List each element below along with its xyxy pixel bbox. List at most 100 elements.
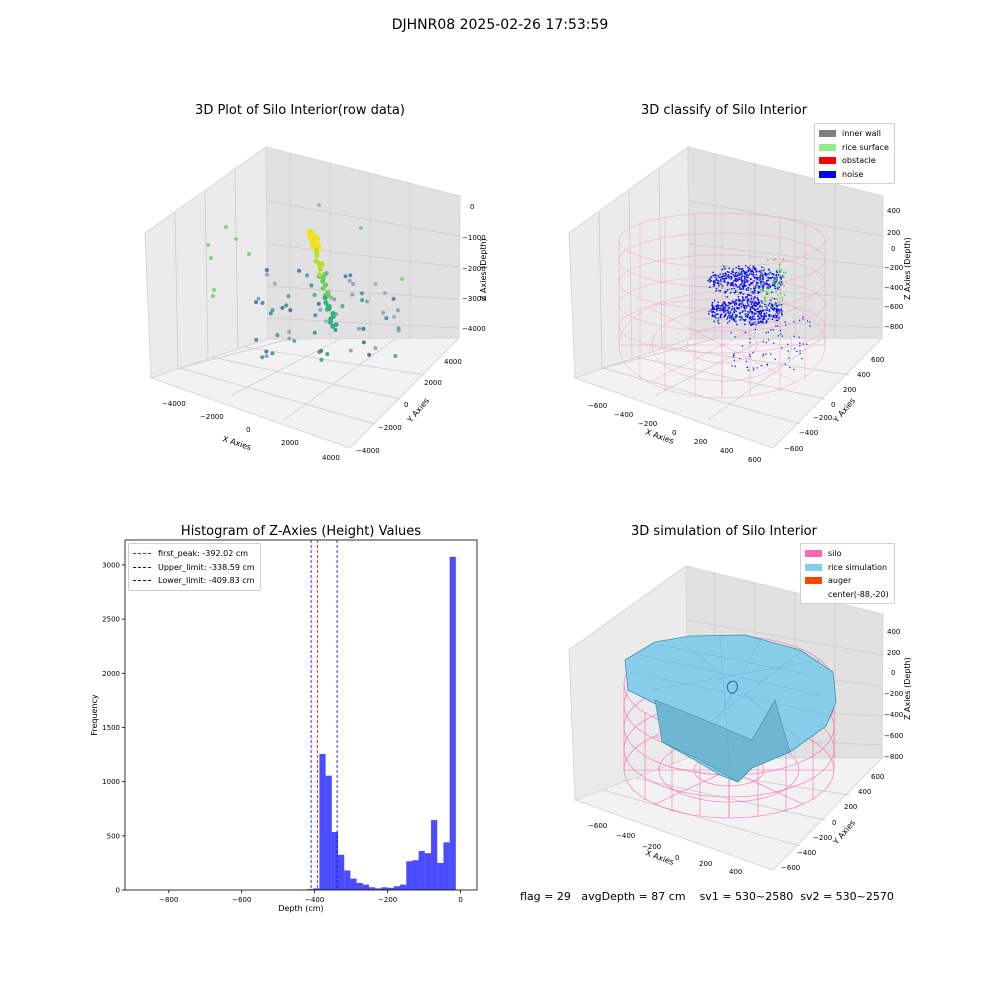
classify-point xyxy=(724,280,726,282)
classify-point xyxy=(766,287,768,289)
raw-point xyxy=(312,293,317,298)
classify-point xyxy=(778,269,781,271)
classify-point xyxy=(757,320,759,323)
raw-point xyxy=(340,304,345,309)
raw-ztick: −1000 xyxy=(462,234,486,242)
classify-point xyxy=(778,316,780,319)
classify-point xyxy=(747,286,749,289)
classify-point xyxy=(743,281,745,283)
classify-point xyxy=(771,318,774,320)
classify-point xyxy=(753,296,755,298)
classify-point xyxy=(745,360,747,363)
classify-point xyxy=(779,284,782,286)
classify-point xyxy=(749,268,752,271)
classify-point xyxy=(765,292,768,295)
classify-point xyxy=(757,291,759,293)
raw-point xyxy=(280,305,285,310)
classify-point xyxy=(721,308,723,310)
classify-point xyxy=(766,363,768,365)
classify-point xyxy=(728,314,730,317)
raw-point xyxy=(359,226,363,230)
classify-point xyxy=(758,317,761,320)
classify-xtick: −600 xyxy=(588,402,607,410)
classify-point xyxy=(730,309,733,311)
classify-point xyxy=(722,273,724,275)
classify-point xyxy=(737,293,739,295)
classify-point xyxy=(709,279,712,281)
classify-point xyxy=(739,288,741,290)
classify-point xyxy=(779,309,782,311)
legend-label: noise xyxy=(842,169,864,179)
classify-point xyxy=(740,306,742,309)
classify-point xyxy=(748,267,750,270)
histogram-ytick-label: 1000 xyxy=(102,778,120,786)
classify-point xyxy=(727,307,730,310)
classify-point xyxy=(754,301,756,304)
histogram-xtick-label: −800 xyxy=(159,896,178,904)
classify-point xyxy=(736,314,738,316)
classify-point xyxy=(766,287,769,289)
classify-point xyxy=(723,316,725,318)
classify-point xyxy=(783,294,786,296)
classify-point xyxy=(736,275,738,277)
classify-point xyxy=(772,305,774,307)
classify-point xyxy=(771,273,773,275)
classify-point xyxy=(779,271,781,273)
classify-point xyxy=(761,316,763,318)
classify-point xyxy=(743,272,746,275)
simulation-floor-pane xyxy=(573,757,884,871)
classify-xtick: 600 xyxy=(748,456,761,464)
classify-xtick: −200 xyxy=(638,420,657,428)
raw-point xyxy=(317,349,322,354)
classify-point xyxy=(727,301,730,304)
classify-point xyxy=(762,285,764,288)
classify-point xyxy=(755,305,757,307)
simulation-xtick: −200 xyxy=(642,843,661,851)
raw-ytick: 4000 xyxy=(444,358,462,366)
classify-point xyxy=(743,285,745,287)
classify-point xyxy=(741,345,744,347)
classify-point xyxy=(747,276,749,279)
classify-point xyxy=(758,287,760,289)
classify-point xyxy=(737,298,740,301)
simulation-ztick: −800 xyxy=(884,753,903,761)
classify-point xyxy=(735,310,737,313)
raw-point xyxy=(317,203,321,207)
classify-point xyxy=(724,303,726,305)
classify-point xyxy=(770,329,772,331)
classify-point xyxy=(750,273,753,275)
raw-point xyxy=(260,301,265,306)
raw-point xyxy=(395,308,400,313)
classify-point xyxy=(738,285,741,288)
classify-point xyxy=(763,313,766,316)
classify-point xyxy=(730,332,732,334)
classify-point xyxy=(734,279,737,281)
classify-point xyxy=(780,269,783,272)
classify-point xyxy=(753,302,755,304)
raw-ztick: −4000 xyxy=(462,325,486,333)
classify-point xyxy=(747,269,750,272)
classify-point xyxy=(727,275,729,277)
classify-point xyxy=(735,284,737,286)
classify-ytick: 400 xyxy=(857,371,870,379)
classify-point xyxy=(793,321,795,323)
classify-point xyxy=(741,275,744,277)
classify-point xyxy=(760,310,762,312)
raw-point xyxy=(356,326,361,331)
classify-point xyxy=(715,290,717,292)
classify-point xyxy=(739,319,742,321)
classify-point xyxy=(777,335,779,337)
classify-point xyxy=(774,284,776,287)
raw-plot-title: 3D Plot of Silo Interior(row data) xyxy=(195,103,405,118)
classify-point xyxy=(765,309,767,311)
raw-xtick: 0 xyxy=(246,426,250,434)
histogram-bar xyxy=(400,884,407,890)
legend-first-peak: first_peak: -392.02 cm xyxy=(133,547,255,561)
simulation-ztick: −400 xyxy=(884,711,903,719)
classify-point xyxy=(765,300,767,302)
classify-point xyxy=(781,312,783,314)
classify-point xyxy=(784,363,786,365)
classify-point xyxy=(768,287,770,289)
classify-point xyxy=(746,275,748,277)
classify-point xyxy=(769,299,772,301)
